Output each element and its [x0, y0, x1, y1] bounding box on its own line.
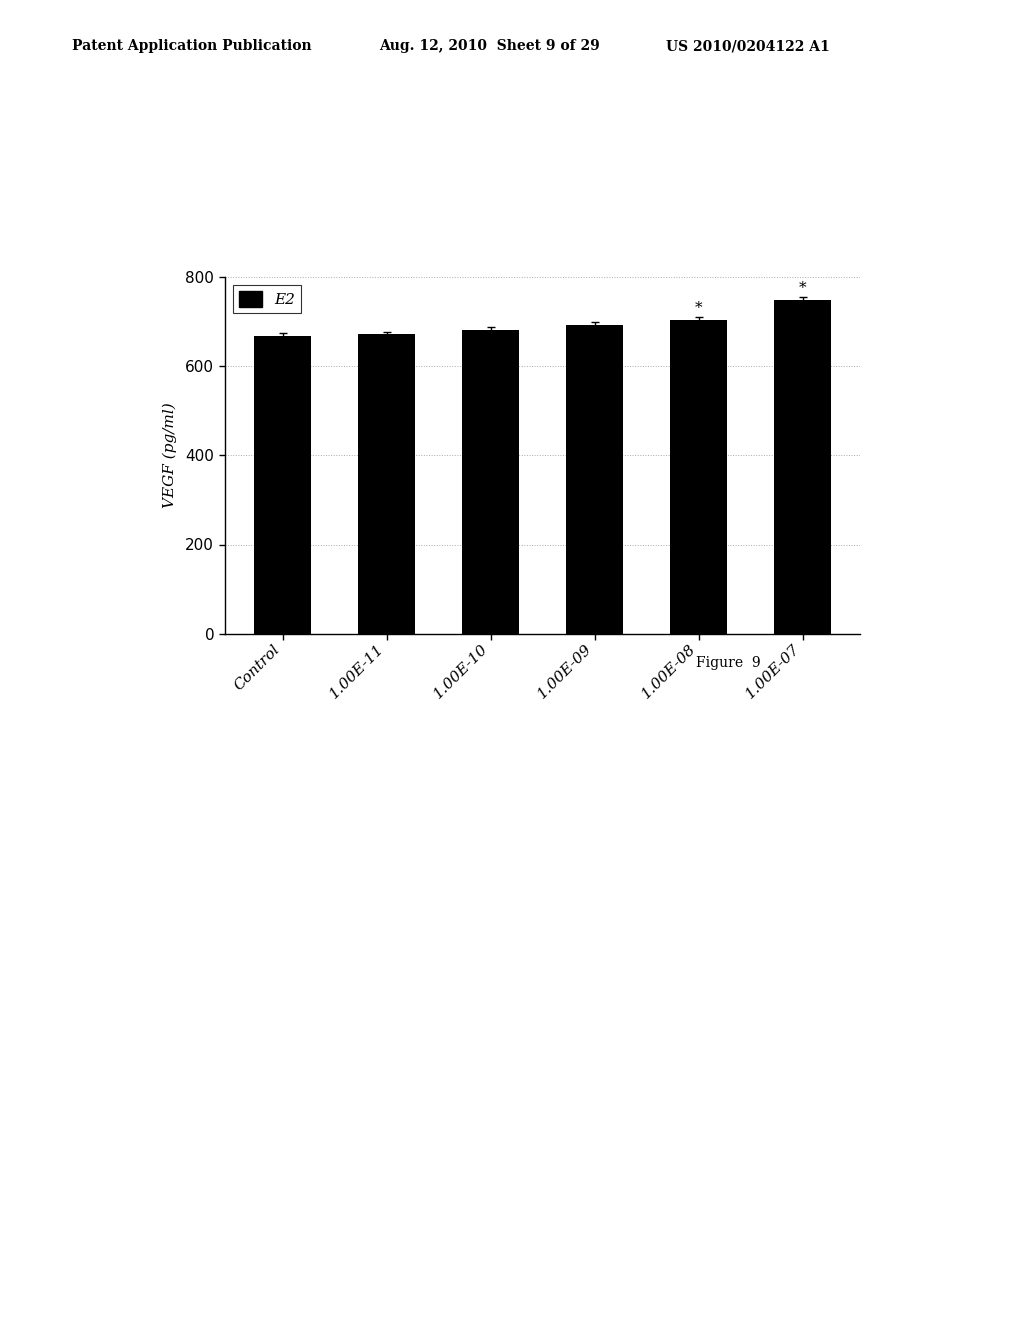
Text: US 2010/0204122 A1: US 2010/0204122 A1: [666, 40, 829, 53]
Bar: [462, 330, 519, 634]
Text: *: *: [799, 281, 807, 294]
Y-axis label: VEGF (pg/ml): VEGF (pg/ml): [163, 403, 177, 508]
Legend: E2: E2: [232, 285, 301, 313]
Text: Aug. 12, 2010  Sheet 9 of 29: Aug. 12, 2010 Sheet 9 of 29: [379, 40, 600, 53]
Text: Patent Application Publication: Patent Application Publication: [72, 40, 311, 53]
Bar: [670, 321, 727, 634]
Text: Figure  9: Figure 9: [696, 656, 761, 669]
Bar: [358, 334, 416, 634]
Bar: [566, 325, 624, 634]
Bar: [774, 301, 831, 634]
Text: *: *: [695, 301, 702, 314]
Bar: [254, 337, 311, 634]
